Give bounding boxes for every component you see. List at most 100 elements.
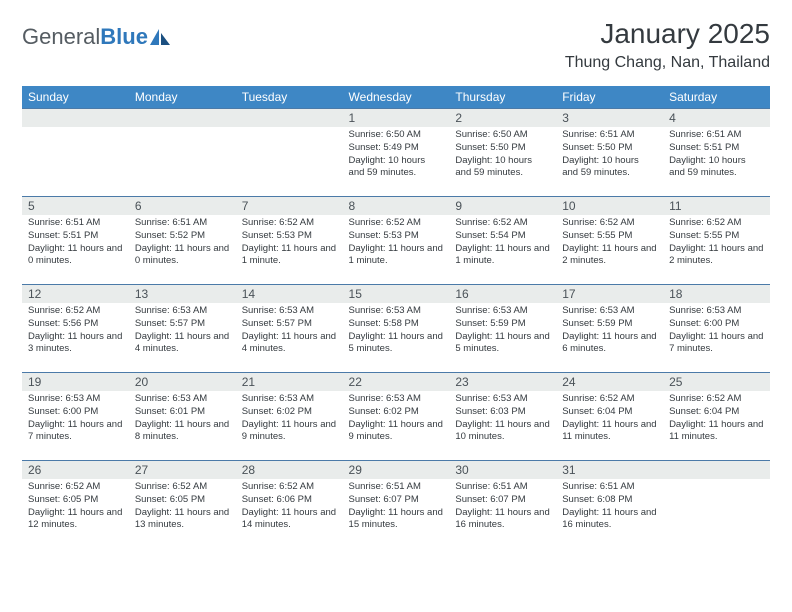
daylight-line: Daylight: 10 hours and 59 minutes. [455,155,550,181]
daylight-line: Daylight: 11 hours and 2 minutes. [669,243,764,269]
day-number: 16 [449,285,556,303]
day-number: 24 [556,373,663,391]
cell-body [663,479,770,485]
sunset-line: Sunset: 5:53 PM [242,230,337,243]
cell-body: Sunrise: 6:53 AMSunset: 6:00 PMDaylight:… [22,391,129,448]
calendar-cell: 22Sunrise: 6:53 AMSunset: 6:02 PMDayligh… [343,373,450,461]
calendar-cell: 19Sunrise: 6:53 AMSunset: 6:00 PMDayligh… [22,373,129,461]
sunset-line: Sunset: 5:59 PM [562,318,657,331]
day-number: 20 [129,373,236,391]
daylight-line: Daylight: 11 hours and 0 minutes. [28,243,123,269]
day-number: 29 [343,461,450,479]
day-number: 14 [236,285,343,303]
cell-body: Sunrise: 6:53 AMSunset: 5:57 PMDaylight:… [236,303,343,360]
day-number: 21 [236,373,343,391]
sunset-line: Sunset: 6:02 PM [349,406,444,419]
daylight-line: Daylight: 11 hours and 5 minutes. [349,331,444,357]
daylight-line: Daylight: 11 hours and 12 minutes. [28,507,123,533]
day-number: 7 [236,197,343,215]
cell-body: Sunrise: 6:50 AMSunset: 5:50 PMDaylight:… [449,127,556,184]
daylight-line: Daylight: 11 hours and 1 minute. [455,243,550,269]
day-number: 12 [22,285,129,303]
calendar-table: SundayMondayTuesdayWednesdayThursdayFrid… [22,86,770,549]
sunset-line: Sunset: 6:07 PM [455,494,550,507]
sunset-line: Sunset: 6:03 PM [455,406,550,419]
sunrise-line: Sunrise: 6:52 AM [242,481,337,494]
day-header: Saturday [663,86,770,109]
sunset-line: Sunset: 6:06 PM [242,494,337,507]
sunrise-line: Sunrise: 6:51 AM [135,217,230,230]
sunset-line: Sunset: 5:49 PM [349,142,444,155]
cell-body: Sunrise: 6:51 AMSunset: 5:50 PMDaylight:… [556,127,663,184]
day-number: 30 [449,461,556,479]
day-header: Thursday [449,86,556,109]
calendar-cell: 31Sunrise: 6:51 AMSunset: 6:08 PMDayligh… [556,461,663,549]
day-number: 3 [556,109,663,127]
day-number: 5 [22,197,129,215]
day-header-row: SundayMondayTuesdayWednesdayThursdayFrid… [22,86,770,109]
daylight-line: Daylight: 11 hours and 1 minute. [349,243,444,269]
sunrise-line: Sunrise: 6:53 AM [349,305,444,318]
cell-body: Sunrise: 6:51 AMSunset: 5:51 PMDaylight:… [663,127,770,184]
calendar-cell: 12Sunrise: 6:52 AMSunset: 5:56 PMDayligh… [22,285,129,373]
sunset-line: Sunset: 6:04 PM [669,406,764,419]
sunset-line: Sunset: 6:08 PM [562,494,657,507]
calendar-cell: 2Sunrise: 6:50 AMSunset: 5:50 PMDaylight… [449,109,556,197]
daylight-line: Daylight: 11 hours and 16 minutes. [562,507,657,533]
calendar-cell: 4Sunrise: 6:51 AMSunset: 5:51 PMDaylight… [663,109,770,197]
header: GeneralBlue January 2025 Thung Chang, Na… [22,18,770,72]
cell-body: Sunrise: 6:53 AMSunset: 6:02 PMDaylight:… [236,391,343,448]
daylight-line: Daylight: 11 hours and 2 minutes. [562,243,657,269]
day-number: 15 [343,285,450,303]
logo-word2: Blue [100,24,148,49]
sunrise-line: Sunrise: 6:51 AM [455,481,550,494]
calendar-cell: 9Sunrise: 6:52 AMSunset: 5:54 PMDaylight… [449,197,556,285]
sunset-line: Sunset: 5:55 PM [562,230,657,243]
calendar-cell: 28 Sunrise: 6:52 AMSunset: 6:06 PMDayligh… [236,461,343,549]
cell-body: Sunrise: 6:51 AMSunset: 6:07 PMDaylight:… [449,479,556,536]
day-number: 28 [236,461,343,479]
day-header: Tuesday [236,86,343,109]
sunset-line: Sunset: 5:57 PM [242,318,337,331]
sunrise-line: Sunrise: 6:51 AM [562,481,657,494]
calendar-cell [22,109,129,197]
sunrise-line: Sunrise: 6:52 AM [562,217,657,230]
calendar-cell: 14Sunrise: 6:53 AMSunset: 5:57 PMDayligh… [236,285,343,373]
sunrise-line: Sunrise: 6:52 AM [562,393,657,406]
sunset-line: Sunset: 6:01 PM [135,406,230,419]
title-block: January 2025 Thung Chang, Nan, Thailand [565,18,770,72]
cell-body: Sunrise: 6:52 AMSunset: 6:04 PMDaylight:… [556,391,663,448]
day-header: Friday [556,86,663,109]
day-number: 17 [556,285,663,303]
calendar-cell: 10Sunrise: 6:52 AMSunset: 5:55 PMDayligh… [556,197,663,285]
calendar-cell: 27Sunrise: 6:52 AMSunset: 6:05 PMDayligh… [129,461,236,549]
sunrise-line: Sunrise: 6:53 AM [28,393,123,406]
sunrise-line: Sunrise: 6:53 AM [135,305,230,318]
location: Thung Chang, Nan, Thailand [565,54,770,72]
day-number: 19 [22,373,129,391]
calendar-cell [663,461,770,549]
daylight-line: Daylight: 11 hours and 8 minutes. [135,419,230,445]
calendar-cell [236,109,343,197]
sunrise-line: Sunrise: 6:53 AM [669,305,764,318]
cell-body: Sunrise: 6:52 AMSunset: 6:05 PMDaylight:… [129,479,236,536]
daylight-line: Daylight: 11 hours and 14 minutes. [242,507,337,533]
calendar-week-row: 12Sunrise: 6:52 AMSunset: 5:56 PMDayligh… [22,285,770,373]
sunset-line: Sunset: 5:51 PM [28,230,123,243]
cell-body: Sunrise: 6:53 AMSunset: 6:00 PMDaylight:… [663,303,770,360]
cell-body: Sunrise: 6:52 AMSunset: 6:05 PMDaylight:… [22,479,129,536]
sunrise-line: Sunrise: 6:50 AM [455,129,550,142]
calendar-cell: 7Sunrise: 6:52 AMSunset: 5:53 PMDaylight… [236,197,343,285]
sunset-line: Sunset: 5:50 PM [562,142,657,155]
daylight-line: Daylight: 11 hours and 4 minutes. [242,331,337,357]
day-number: 25 [663,373,770,391]
day-number: 8 [343,197,450,215]
calendar-cell: 11Sunrise: 6:52 AMSunset: 5:55 PMDayligh… [663,197,770,285]
daylight-line: Daylight: 11 hours and 7 minutes. [669,331,764,357]
cell-body: Sunrise: 6:51 AMSunset: 6:08 PMDaylight:… [556,479,663,536]
calendar-week-row: 19Sunrise: 6:53 AMSunset: 6:00 PMDayligh… [22,373,770,461]
sunset-line: Sunset: 6:00 PM [669,318,764,331]
daylight-line: Daylight: 10 hours and 59 minutes. [562,155,657,181]
calendar-cell: 15Sunrise: 6:53 AMSunset: 5:58 PMDayligh… [343,285,450,373]
day-number: 31 [556,461,663,479]
